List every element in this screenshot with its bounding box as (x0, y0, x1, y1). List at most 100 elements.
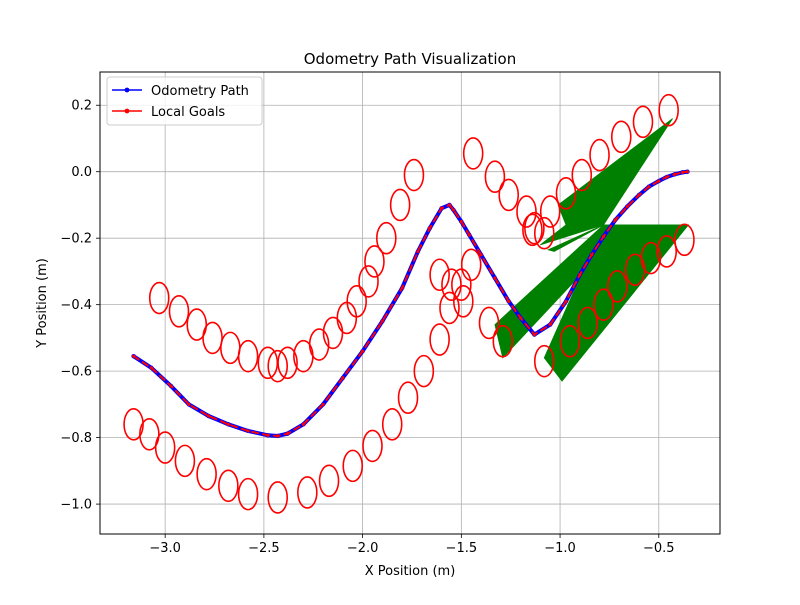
local-goal-point (479, 253, 483, 257)
goal-ellipse-lower (656, 235, 677, 268)
local-goal-point (601, 234, 606, 239)
fill-polygon (540, 118, 673, 246)
local-goal-point (428, 226, 432, 230)
goal-ellipse-lower (174, 444, 196, 478)
local-goal-point (672, 172, 677, 176)
local-goals-line (132, 170, 689, 437)
goal-ellipse-lower (123, 408, 144, 441)
local-goal-point (625, 205, 629, 209)
local-goal-point (400, 286, 404, 290)
local-goal-point (459, 219, 463, 224)
legend-marker-goals (124, 108, 130, 114)
goal-ellipse-upper (267, 349, 289, 383)
x-tick-label: −2.0 (347, 541, 379, 556)
y-axis-label: Y Position (m) (35, 258, 50, 349)
local-goal-point (680, 170, 685, 174)
goal-ellipse-lower (218, 469, 239, 503)
local-goal-point (131, 354, 136, 358)
goal-ellipse-upper (346, 285, 367, 318)
local-goal-point (266, 433, 270, 437)
local-goal-point (361, 349, 365, 353)
goal-ellipse-lower (492, 324, 514, 358)
local-goal-point (685, 170, 690, 174)
local-goal-point (548, 323, 552, 327)
y-tick-label: 0.2 (71, 99, 92, 114)
goal-ellipse-upper (441, 268, 462, 302)
goal-ellipse-lower (674, 223, 695, 257)
local-goal-point (246, 429, 250, 433)
local-goal-point (507, 299, 511, 303)
local-goal-point (665, 175, 669, 179)
goal-ellipse-upper (498, 178, 520, 212)
goal-ellipse-lower (318, 464, 340, 498)
local-goal-point (301, 422, 305, 426)
local-goal-point (518, 316, 523, 320)
goal-ellipse-lower (267, 481, 289, 514)
series-lines (131, 169, 690, 439)
goal-ellipses (123, 93, 695, 514)
local-goal-point (637, 193, 641, 197)
y-tick-label: −0.2 (60, 232, 92, 247)
legend-box (106, 76, 263, 126)
y-tick-label: −0.8 (60, 431, 92, 446)
goal-ellipse-upper (376, 221, 397, 255)
goal-ellipse-lower (439, 291, 460, 325)
legend-marker-odometry (124, 87, 130, 93)
local-goal-point (532, 332, 536, 337)
goal-ellipse-upper (202, 321, 223, 355)
goal-ellipse-upper (462, 137, 484, 170)
goal-ellipse-lower (533, 216, 555, 250)
x-tick-label: −2.5 (248, 541, 280, 556)
goal-ellipse-lower (413, 354, 435, 388)
goal-ellipse-upper (589, 138, 610, 172)
goal-ellipse-upper (308, 328, 330, 361)
local-goal-point (657, 179, 661, 183)
goal-ellipse-upper (358, 265, 379, 298)
local-goal-point (169, 384, 173, 388)
goal-ellipse-upper (186, 308, 208, 341)
goal-ellipse-upper (322, 316, 344, 350)
local-goal-point (613, 218, 617, 222)
fill-polygon (547, 224, 604, 252)
local-goal-point (206, 414, 211, 418)
local-goal-point (187, 402, 191, 406)
x-tick-label: −0.5 (643, 541, 675, 556)
goal-ellipse-upper (524, 211, 545, 245)
goal-ellipse-upper (632, 105, 654, 139)
goal-ellipse-upper (571, 158, 593, 192)
local-goal-point (578, 273, 582, 277)
local-goal-point (439, 206, 444, 210)
plot-frame (99, 71, 721, 535)
goal-ellipse-lower (139, 417, 160, 451)
legend-label-odometry: Odometry Path (151, 84, 249, 99)
y-tick-label: −1.0 (60, 498, 92, 513)
local-goal-point (493, 276, 497, 280)
local-goal-point (321, 402, 325, 406)
local-goal-point (341, 376, 345, 380)
goal-ellipse-upper (277, 346, 298, 380)
goal-ellipse-lower (533, 344, 555, 378)
goal-ellipse-lower (522, 213, 543, 247)
y-tick-label: −0.4 (60, 298, 92, 313)
local-goal-point (276, 434, 280, 438)
y-tick-label: −0.6 (60, 365, 92, 380)
goal-ellipse-upper (460, 248, 482, 282)
goal-ellipse-upper (610, 120, 632, 154)
goal-ellipse-lower (237, 477, 259, 511)
goal-ellipse-upper (168, 295, 190, 328)
local-goal-point (467, 233, 471, 237)
local-goal-point (447, 203, 452, 207)
local-goal-point (149, 366, 153, 370)
goal-ellipse-lower (362, 429, 383, 463)
goal-ellipse-lower (154, 431, 176, 464)
x-tick-label: −1.5 (446, 541, 478, 556)
goal-ellipse-upper (658, 93, 679, 127)
goal-ellipse-lower (342, 449, 364, 483)
legend: Odometry Path Local Goals (106, 76, 263, 126)
goal-ellipse-upper (364, 245, 385, 278)
goal-ellipse-upper (484, 160, 506, 193)
goal-ellipse-upper (237, 339, 259, 373)
goal-ellipse-lower (397, 381, 419, 415)
goal-ellipse-lower (593, 288, 614, 321)
